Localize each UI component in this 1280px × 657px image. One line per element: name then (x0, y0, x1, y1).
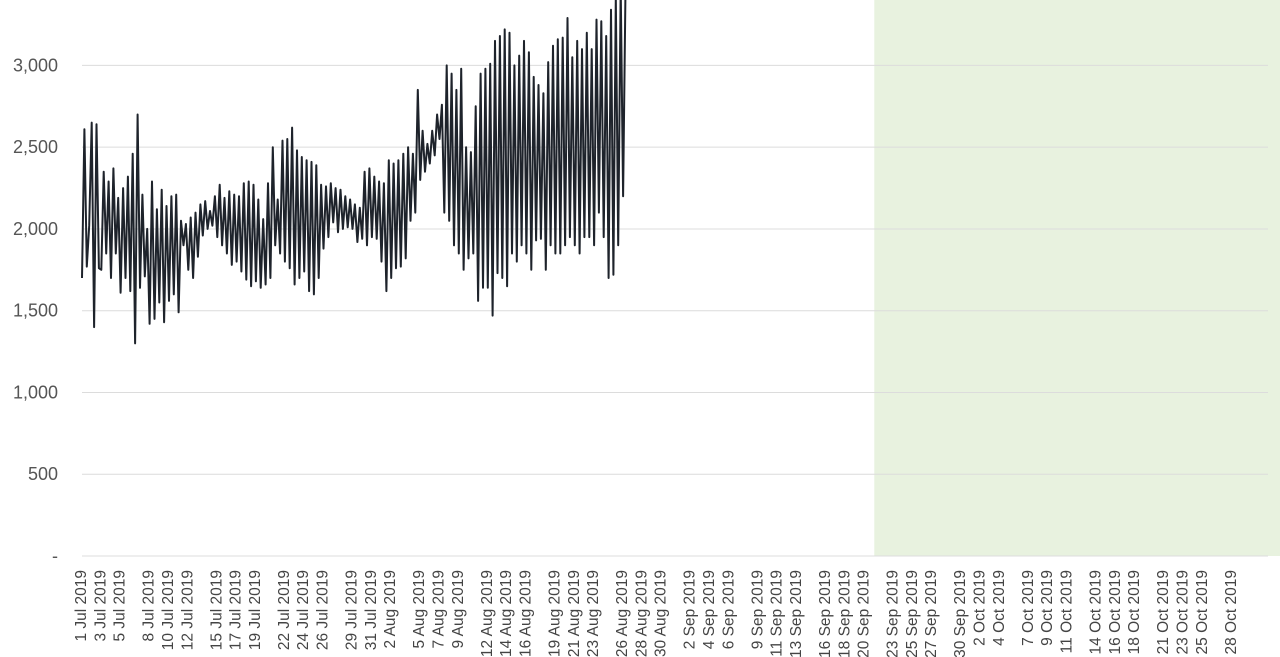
x-tick-label: 14 Oct 2019 (1088, 570, 1105, 654)
x-tick-label: 21 Oct 2019 (1155, 570, 1172, 654)
x-tick-label: 19 Aug 2019 (546, 570, 563, 657)
x-tick-label: 11 Sep 2019 (769, 570, 786, 657)
x-tick-label: 5 Jul 2019 (112, 570, 129, 642)
x-tick-label: 20 Sep 2019 (856, 570, 873, 657)
x-tick-label: 18 Sep 2019 (836, 570, 853, 657)
x-tick-label: 2 Oct 2019 (972, 570, 989, 646)
x-axis-ticks: 1 Jul 2019 3 Jul 2019 5 Jul 2019 8 Jul 2019… (73, 570, 1240, 657)
x-tick-label: 4 Sep 2019 (701, 570, 718, 649)
x-tick-label: 9 Sep 2019 (749, 570, 766, 649)
x-tick-label: 17 Jul 2019 (228, 570, 245, 650)
x-tick-label: 10 Jul 2019 (160, 570, 177, 650)
x-tick-label: 16 Sep 2019 (817, 570, 834, 657)
x-tick-label: 5 Aug 2019 (411, 570, 428, 648)
x-tick-label: 2 Aug 2019 (382, 570, 399, 648)
x-tick-label: 3 Jul 2019 (92, 570, 109, 642)
x-tick-label: 15 Jul 2019 (208, 570, 225, 650)
x-tick-label: 1 Jul 2019 (73, 570, 90, 642)
x-tick-label: 12 Jul 2019 (179, 570, 196, 650)
y-axis-ticks: - 500 1,000 1,500 2,000 2,500 3,000 (13, 55, 58, 566)
y-tick-label: 2,500 (13, 137, 58, 157)
x-tick-label: 2 Sep 2019 (682, 570, 699, 649)
x-tick-label: 16 Aug 2019 (517, 570, 534, 657)
x-tick-label: 8 Jul 2019 (141, 570, 158, 642)
x-tick-label: 16 Oct 2019 (1107, 570, 1124, 654)
highlight-region (874, 0, 1280, 556)
y-tick-label: 500 (28, 464, 58, 484)
x-tick-label: 23 Sep 2019 (885, 570, 902, 657)
x-tick-label: 29 Jul 2019 (344, 570, 361, 650)
y-tick-label: 1,500 (13, 301, 58, 321)
x-tick-label: 4 Oct 2019 (991, 570, 1008, 646)
x-tick-label: 13 Sep 2019 (788, 570, 805, 657)
y-tick-label: - (52, 546, 58, 566)
x-tick-label: 26 Aug 2019 (614, 570, 631, 657)
x-tick-label: 9 Oct 2019 (1039, 570, 1056, 646)
x-tick-label: 6 Sep 2019 (720, 570, 737, 649)
x-tick-label: 30 Sep 2019 (952, 570, 969, 657)
y-tick-label: 3,000 (13, 55, 58, 75)
x-tick-label: 23 Aug 2019 (585, 570, 602, 657)
x-tick-label: 14 Aug 2019 (498, 570, 515, 657)
x-tick-label: 25 Sep 2019 (904, 570, 921, 657)
highlight-region-layer (874, 0, 1280, 556)
x-tick-label: 19 Jul 2019 (247, 570, 264, 650)
x-tick-label: 7 Oct 2019 (1020, 570, 1037, 646)
x-tick-label: 27 Sep 2019 (923, 570, 940, 657)
series-line (81, 0, 627, 345)
x-tick-label: 18 Oct 2019 (1126, 570, 1143, 654)
x-tick-label: 30 Aug 2019 (653, 570, 670, 657)
x-tick-label: 28 Oct 2019 (1223, 570, 1240, 654)
x-tick-label: 7 Aug 2019 (431, 570, 448, 648)
y-tick-label: 1,000 (13, 382, 58, 402)
x-tick-label: 25 Oct 2019 (1194, 570, 1211, 654)
x-tick-label: 31 Jul 2019 (363, 570, 380, 650)
series-layer (81, 0, 627, 345)
x-tick-label: 22 Jul 2019 (276, 570, 293, 650)
x-tick-label: 24 Jul 2019 (295, 570, 312, 650)
y-tick-label: 2,000 (13, 219, 58, 239)
x-tick-label: 28 Aug 2019 (633, 570, 650, 657)
x-tick-label: 9 Aug 2019 (450, 570, 467, 648)
x-tick-label: 21 Aug 2019 (566, 570, 583, 657)
x-tick-label: 26 Jul 2019 (315, 570, 332, 650)
x-tick-label: 12 Aug 2019 (479, 570, 496, 657)
x-tick-label: 11 Oct 2019 (1059, 570, 1076, 653)
x-tick-label: 23 Oct 2019 (1175, 570, 1192, 654)
